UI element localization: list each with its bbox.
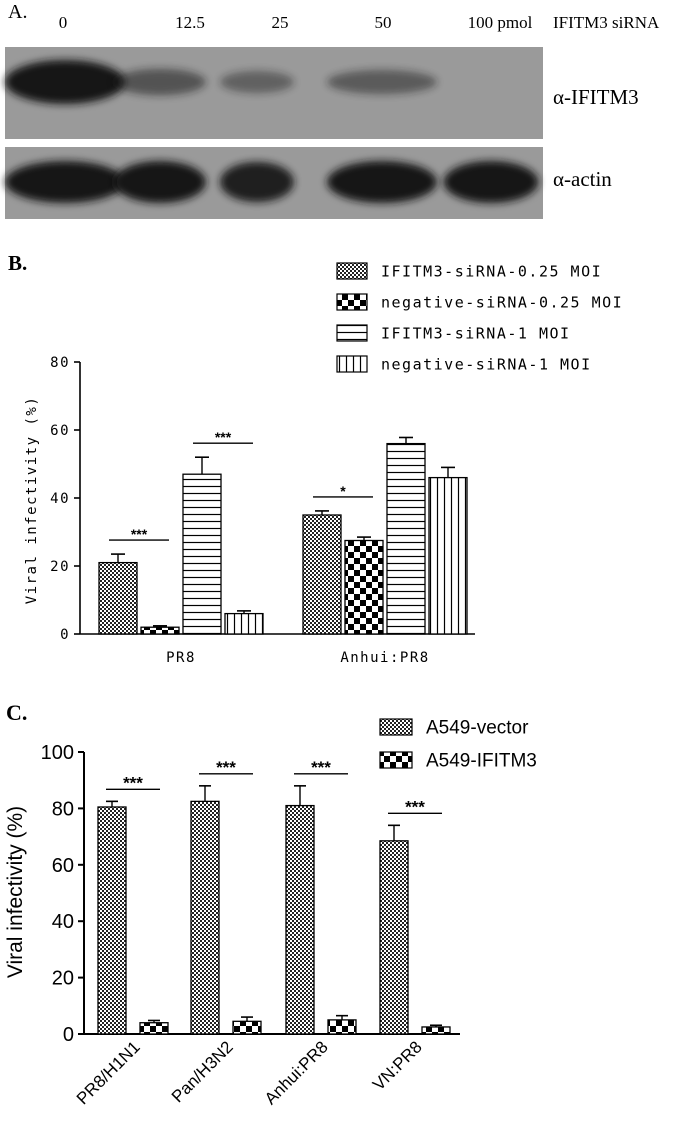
legend-label: negative-siRNA-0.25 MOI (381, 293, 623, 311)
category-label: PR8 (166, 650, 196, 666)
legend-swatch (379, 718, 413, 736)
y-tick-label: 0 (60, 627, 70, 643)
lane-label: 12.5 (175, 13, 205, 32)
legend-label: IFITM3-siRNA-0.25 MOI (381, 262, 602, 280)
blot-band (220, 161, 294, 203)
lane-label: 50 (375, 13, 392, 32)
legend-label: A549-IFITM3 (426, 751, 537, 772)
blot-band (220, 70, 294, 94)
chart-c: 0 20 40 60 80 100 *** *** *** *** PR8/H1N1 Pan/H3N2… (41, 742, 460, 1108)
blot-band (114, 68, 206, 96)
category-label: Anhui:PR8 (261, 1037, 332, 1108)
category-label: Pan/H3N2 (168, 1037, 237, 1106)
y-axis-label-b: Viral infectivity (%) (24, 396, 40, 605)
legend-swatch (336, 293, 368, 311)
legend-b: IFITM3-siRNA-0.25 MOI negative-siRNA-0.25… (336, 262, 623, 373)
bar (224, 612, 264, 635)
y-tick-label: 40 (52, 911, 74, 933)
legend-swatch (379, 751, 413, 769)
significance-label: *** (123, 773, 143, 792)
legend-c: A549-vector A549-IFITM3 (379, 718, 537, 772)
panel-c-label: C. (6, 700, 27, 725)
y-tick-label: 80 (52, 798, 74, 820)
panel-b: B. IFITM3-siRNA-0.25 MOI negative-siRNA-0… (8, 251, 623, 666)
category-label: VN:PR8 (369, 1037, 426, 1094)
panel-b-label: B. (8, 251, 27, 275)
category-label: Anhui:PR8 (340, 650, 429, 666)
bar (386, 442, 426, 635)
blot-band (114, 161, 206, 203)
blot-band (5, 161, 125, 203)
y-tick-label: 60 (50, 423, 70, 439)
significance-label: *** (215, 429, 232, 445)
y-tick-label: 40 (50, 491, 70, 507)
lane-suffix: IFITM3 siRNA (553, 13, 660, 32)
blot-band (443, 161, 539, 203)
y-tick-label: 20 (50, 559, 70, 575)
blot-bands-ifitm3 (5, 60, 437, 104)
lane-labels: 0 12.5 25 50 100 pmol (59, 13, 533, 32)
bar (428, 476, 468, 635)
significance-label: *** (405, 797, 425, 816)
bar (98, 561, 138, 635)
legend-swatch (336, 355, 368, 373)
bar (182, 473, 222, 635)
y-axis-label-c: Viral infectivity (%) (4, 806, 27, 978)
category-label: PR8/H1N1 (73, 1037, 144, 1108)
bar (379, 840, 409, 1035)
bar (190, 800, 220, 1035)
y-tick-label: 60 (52, 855, 74, 877)
bar (285, 804, 315, 1035)
blot-bands-actin (5, 161, 539, 203)
y-tick-label: 20 (52, 968, 74, 990)
bar (140, 626, 180, 635)
legend-label: IFITM3-siRNA-1 MOI (381, 324, 571, 342)
y-tick-label: 80 (50, 355, 70, 371)
blot-band (5, 60, 125, 104)
lane-label: 0 (59, 13, 68, 32)
panel-a-label: A. (8, 1, 27, 23)
bar (327, 1019, 357, 1035)
legend-swatch (336, 262, 368, 280)
significance-label: * (340, 483, 346, 499)
blot-label-ifitm3: α-IFITM3 (553, 85, 639, 109)
panel-a: A. 0 12.5 25 50 100 pmol IFITM3 siRNA α-… (5, 1, 660, 219)
legend-swatch (336, 324, 368, 342)
significance-label: *** (311, 758, 331, 777)
panel-c: C. A549-vector A549-IFITM3 Viral infectiv… (4, 700, 537, 1108)
bar (302, 514, 342, 635)
blot-band (327, 161, 437, 203)
significance-label: *** (131, 526, 148, 542)
bar (97, 806, 127, 1035)
legend-label: negative-siRNA-1 MOI (381, 355, 592, 373)
bar (232, 1020, 262, 1035)
bar (344, 539, 384, 635)
bar (139, 1022, 169, 1035)
lane-label: 100 pmol (468, 13, 533, 32)
significance-label: *** (216, 758, 236, 777)
legend-label: A549-vector (426, 718, 529, 739)
y-tick-label: 0 (63, 1024, 74, 1046)
bar (421, 1026, 451, 1035)
lane-label: 25 (272, 13, 289, 32)
blot-band (327, 69, 437, 95)
y-tick-label: 100 (41, 742, 74, 764)
blot-label-actin: α-actin (553, 167, 612, 191)
